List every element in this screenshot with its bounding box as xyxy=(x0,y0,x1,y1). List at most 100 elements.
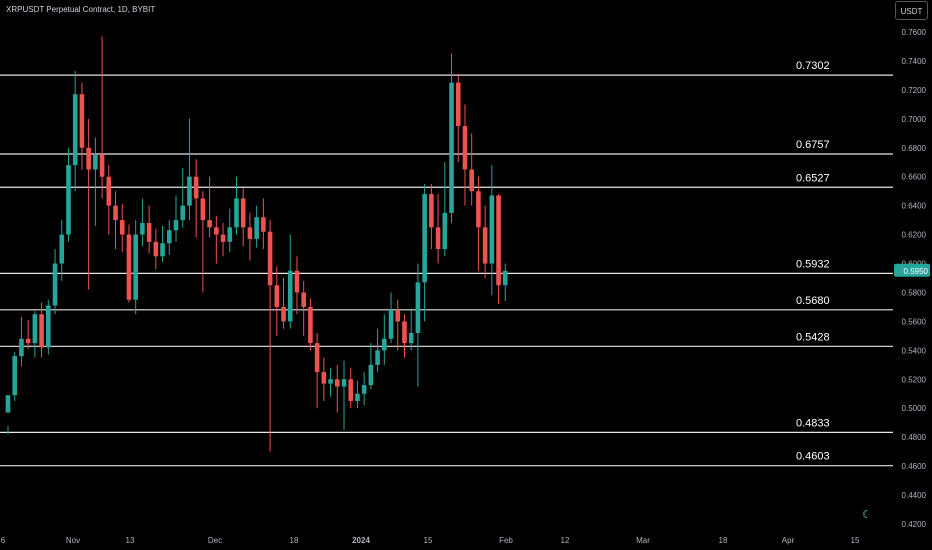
y-tick-label: 0.6800 xyxy=(902,144,927,153)
candle-body xyxy=(382,338,387,351)
candle-body xyxy=(240,198,246,228)
candle-body xyxy=(442,212,448,250)
candle-body xyxy=(187,176,192,206)
candle-body xyxy=(93,155,98,170)
last-price-tag xyxy=(894,263,930,277)
candle-body xyxy=(66,165,71,235)
candle-body xyxy=(113,205,118,221)
candle-body xyxy=(99,155,105,177)
y-tick-label: 0.4200 xyxy=(902,520,927,529)
candle-body xyxy=(32,314,38,344)
candle-body xyxy=(193,176,199,199)
y-tick-label: 0.7200 xyxy=(902,86,927,95)
candle-body xyxy=(126,234,132,300)
candle-body xyxy=(39,314,44,348)
candle-body xyxy=(476,191,481,228)
candle-body xyxy=(119,220,125,235)
y-tick-label: 0.5600 xyxy=(902,317,927,326)
candle-body xyxy=(294,270,300,293)
candle-body xyxy=(173,220,179,231)
candle-body xyxy=(375,350,380,365)
x-tick-label: 15 xyxy=(424,536,433,545)
candle-body xyxy=(361,385,367,394)
level-label: 0.6757 xyxy=(796,139,830,151)
x-tick-label: Apr xyxy=(782,536,795,545)
candle-body xyxy=(355,393,360,401)
y-tick-label: 0.6200 xyxy=(902,231,927,240)
candle-body xyxy=(46,305,51,348)
candle-body xyxy=(408,332,414,344)
level-label: 0.5932 xyxy=(796,258,830,270)
candle-body xyxy=(267,231,273,286)
candle-body xyxy=(220,234,226,242)
candle-body xyxy=(59,234,65,264)
candle-body xyxy=(52,263,58,306)
last-price-label: 0.5950 xyxy=(904,267,929,276)
y-tick-label: 0.4600 xyxy=(902,462,927,471)
candle-body xyxy=(133,234,138,300)
y-tick-label: 0.7000 xyxy=(902,115,927,124)
candle-body xyxy=(402,321,407,344)
candle-body xyxy=(287,270,293,322)
candle-body xyxy=(254,217,259,239)
candle-body xyxy=(140,223,145,235)
candle-body xyxy=(261,217,266,232)
candle-body xyxy=(334,379,340,387)
candle-body xyxy=(388,309,394,339)
level-label: 0.7302 xyxy=(796,60,830,72)
candle-body xyxy=(415,282,421,333)
candle-body xyxy=(19,338,24,357)
y-tick-label: 0.7600 xyxy=(902,28,927,37)
x-tick-label: Mar xyxy=(636,536,650,545)
candle-body xyxy=(496,195,501,286)
candle-body xyxy=(308,306,313,344)
candle-body xyxy=(247,227,253,239)
y-tick-label: 0.7400 xyxy=(902,57,927,66)
x-tick-label: Feb xyxy=(499,536,513,545)
x-tick-label: 2024 xyxy=(352,536,370,545)
candle-body xyxy=(462,126,468,170)
y-tick-label: 0.5400 xyxy=(902,346,927,355)
candle-body xyxy=(5,395,11,413)
y-tick-label: 0.5200 xyxy=(902,375,927,384)
candle-body xyxy=(153,241,159,257)
candle-body xyxy=(207,220,212,228)
level-label: 0.5428 xyxy=(796,331,830,343)
candle-body xyxy=(395,309,401,322)
y-tick-label: 0.5000 xyxy=(902,404,927,413)
candle-body xyxy=(227,227,233,242)
x-tick-label: 18 xyxy=(719,536,728,545)
x-tick-label: 15 xyxy=(851,536,860,545)
y-tick-label: 0.6400 xyxy=(902,202,927,211)
level-label: 0.5680 xyxy=(796,295,830,307)
candle-body xyxy=(106,176,112,206)
candle-body xyxy=(234,198,239,228)
candle-body xyxy=(25,338,31,344)
candle-body xyxy=(429,194,434,228)
x-tick-label: 18 xyxy=(290,536,299,545)
candle-body xyxy=(435,227,441,250)
candle-body xyxy=(281,306,286,322)
candle-body xyxy=(482,227,488,264)
level-label: 0.4833 xyxy=(796,417,830,429)
candle-body xyxy=(86,147,91,170)
x-tick-label: 13 xyxy=(126,536,135,545)
candle-body xyxy=(146,223,152,242)
candle-body xyxy=(180,205,186,221)
moon-icon[interactable]: ☾ xyxy=(862,509,872,521)
y-tick-label: 0.6600 xyxy=(902,173,927,182)
candle-body xyxy=(449,82,454,213)
candle-body xyxy=(455,82,461,127)
currency-button[interactable]: USDT xyxy=(895,1,928,20)
candle-body xyxy=(160,243,165,257)
y-tick-label: 0.4400 xyxy=(902,491,927,500)
candle-body xyxy=(422,194,427,283)
x-tick-label: 6 xyxy=(1,536,6,545)
candle-body xyxy=(274,285,280,307)
candle-body xyxy=(489,195,495,264)
candle-body xyxy=(12,356,18,396)
level-label: 0.6527 xyxy=(796,172,830,184)
candle-body xyxy=(469,169,474,192)
candle-body xyxy=(72,94,78,166)
